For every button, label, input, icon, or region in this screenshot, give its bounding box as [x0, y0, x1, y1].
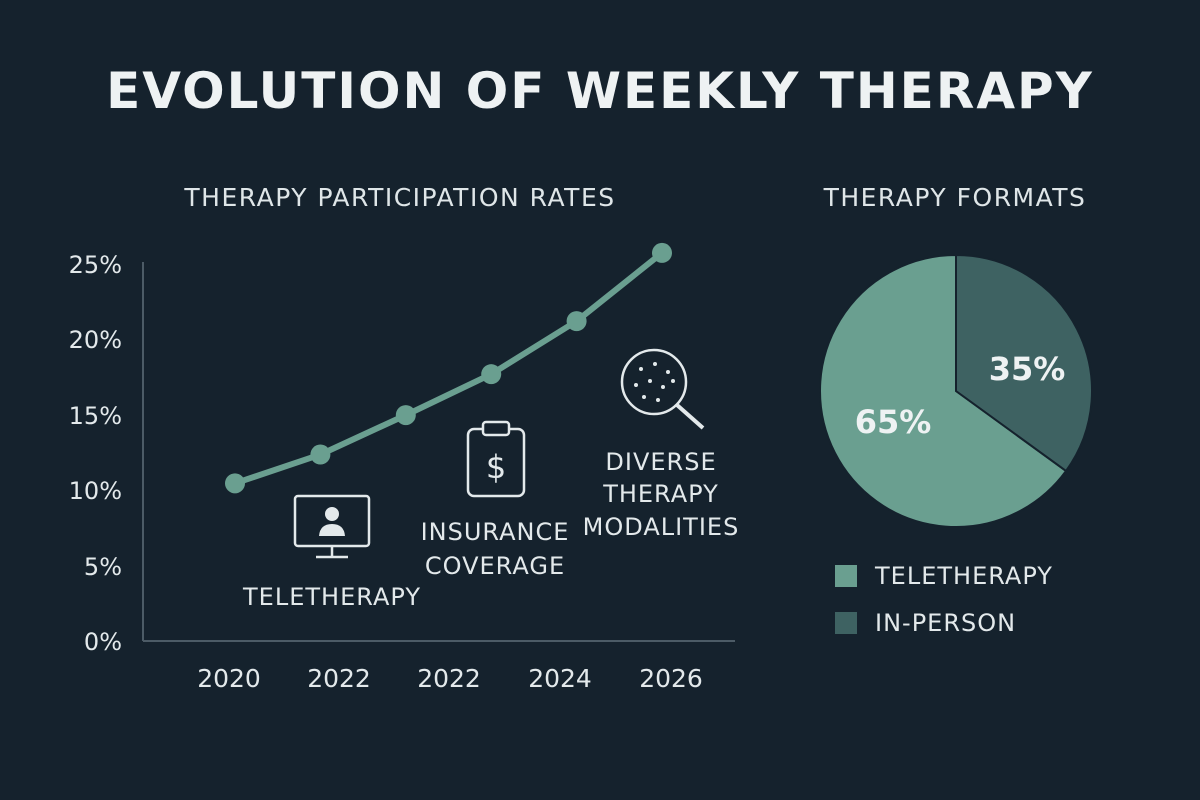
data-point — [652, 242, 672, 263]
data-point — [481, 364, 502, 385]
y-tick-label: 5% — [84, 553, 122, 581]
x-tick-label: 2022 — [417, 664, 481, 693]
annotation-label-line-1: DIVERSE — [605, 448, 716, 476]
annotation-label-line-2: COVERAGE — [425, 552, 565, 580]
annotation-label-line-2: THERAPY — [602, 480, 719, 508]
x-tick-label: 2020 — [197, 664, 261, 693]
x-tick-label: 2026 — [639, 664, 703, 693]
annotation-diverse-therapy-modalities: DIVERSE THERAPY MODALITIES — [583, 348, 740, 541]
series-line — [232, 249, 665, 487]
legend-item-teletherapy: TELETHERAPY — [835, 560, 1053, 592]
pie-slice-teletherapy — [819, 253, 1068, 528]
annotation-label-line-1: INSURANCE — [421, 518, 570, 546]
y-tick-label: 10% — [69, 477, 122, 505]
annotation-label: TELETHERAPY — [242, 583, 421, 611]
legend-swatch-in-person — [835, 612, 857, 634]
clipboard-dollar-icon: $ — [466, 420, 526, 498]
pie-legend: TELETHERAPY IN-PERSON — [835, 560, 1053, 654]
pie-chart: 65% 35% — [819, 253, 1093, 528]
pie-slice-label: 35% — [989, 350, 1066, 388]
y-tick-label: 0% — [84, 628, 122, 656]
line-series — [225, 242, 672, 494]
legend-swatch-teletherapy — [835, 565, 857, 587]
data-point — [566, 311, 587, 332]
magnifier-icon — [620, 348, 705, 430]
legend-label: TELETHERAPY — [875, 562, 1053, 590]
legend-item-in-person: IN-PERSON — [835, 607, 1053, 639]
page-title: EVOLUTION OF WEEKLY THERAPY — [106, 62, 1094, 120]
x-tick-labels: 2020 2022 2022 2024 2026 — [197, 664, 703, 693]
data-point — [225, 473, 245, 494]
y-tick-label: 25% — [69, 251, 122, 279]
pie-chart-title: THERAPY FORMATS — [823, 183, 1087, 212]
annotation-teletherapy: TELETHERAPY — [242, 494, 421, 611]
monitor-person-icon — [293, 494, 371, 559]
annotation-insurance-coverage: $ INSURANCE COVERAGE — [421, 420, 570, 580]
y-tick-labels: 0% 5% 10% 15% 20% 25% — [69, 251, 122, 656]
y-tick-label: 20% — [69, 326, 122, 354]
data-point — [310, 444, 331, 465]
data-point — [395, 405, 416, 426]
pie-slice-in-person — [955, 253, 1093, 473]
pie-slice-label: 65% — [855, 403, 932, 441]
x-tick-label: 2022 — [307, 664, 371, 693]
x-tick-label: 2024 — [528, 664, 592, 693]
legend-label: IN-PERSON — [875, 609, 1017, 637]
line-chart-title: THERAPY PARTICIPATION RATES — [184, 183, 616, 212]
svg-text:$: $ — [486, 448, 506, 486]
y-tick-label: 15% — [69, 402, 122, 430]
annotation-label-line-3: MODALITIES — [583, 513, 740, 541]
